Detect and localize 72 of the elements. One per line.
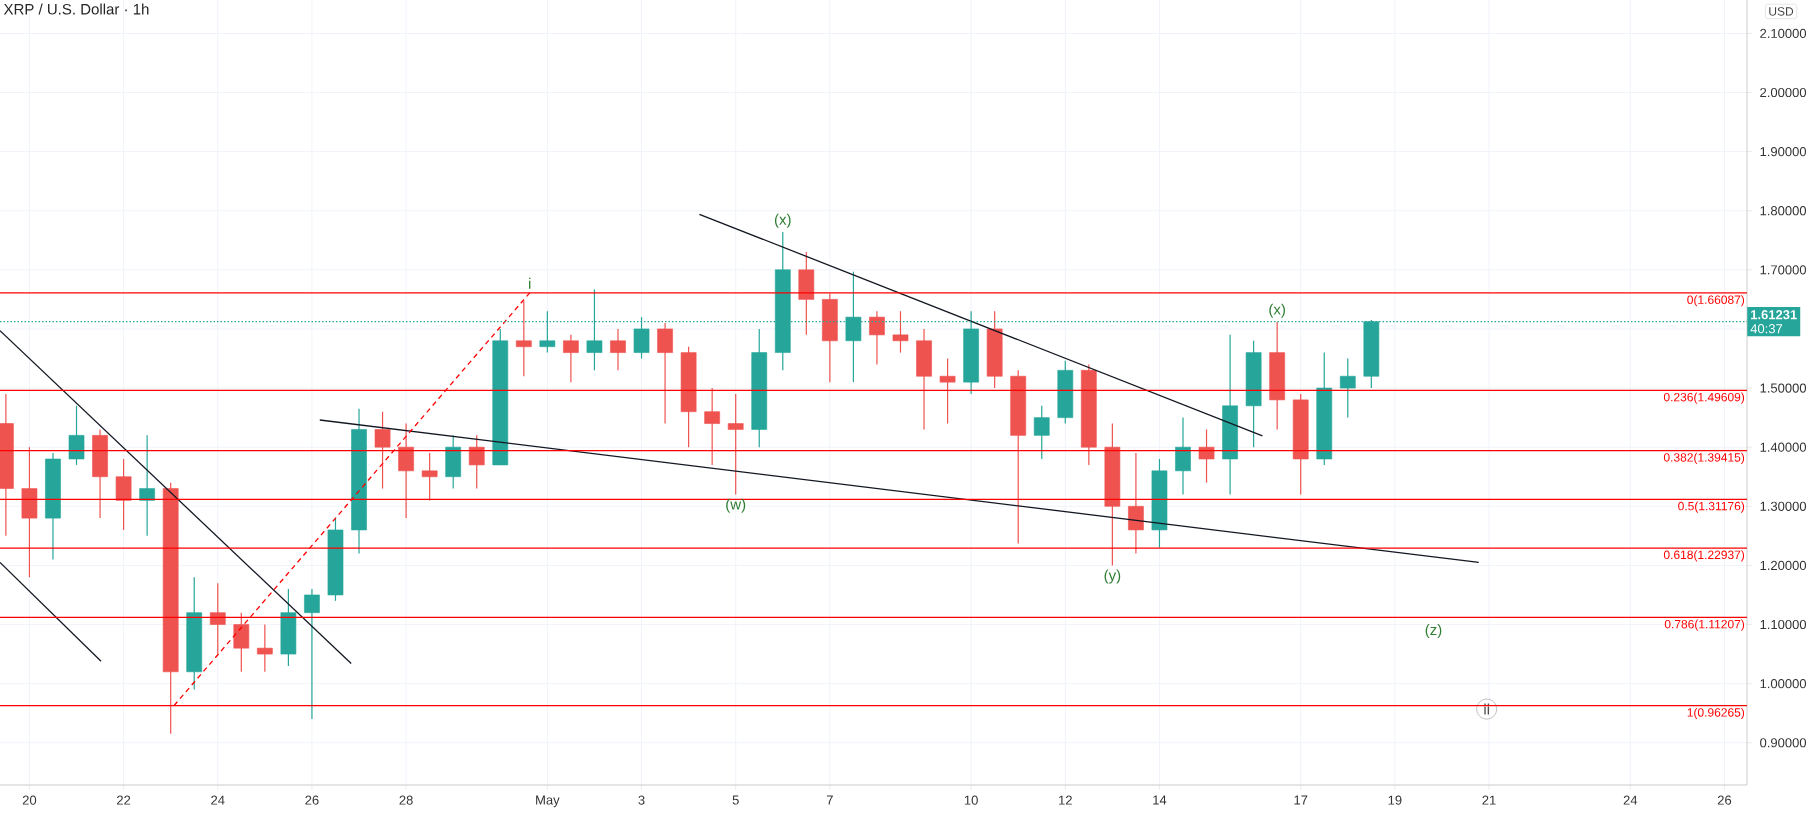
y-tick-label: 1.90000 [1760,147,1807,157]
candlestick [1175,417,1191,496]
y-tick-label: 0.90000 [1760,738,1807,748]
y-tick-label: 2.10000 [1760,28,1807,38]
x-tick-label: 26 [305,795,319,805]
annotation: ii [1484,703,1490,715]
annotation: (w) [726,498,746,513]
y-tick-label: 1.10000 [1760,619,1807,630]
y-tick-label: 1.80000 [1760,206,1807,216]
x-tick-label: 21 [1482,795,1496,805]
x-tick-label: 7 [826,795,833,805]
candlestick [468,434,485,490]
text: USD [1769,7,1794,16]
ref-line-label: 0.382(1.39415) [1663,452,1745,465]
candlestick [610,328,626,371]
annotation: (x) [1269,303,1285,318]
text: 40:37 [1750,324,1783,334]
ref-line-label: 0.786(1.11207) [1664,619,1745,631]
y-tick-label: 1.40000 [1760,442,1807,452]
x-tick-label: 28 [399,795,413,805]
candlestick [115,458,132,531]
candlestick [657,322,673,425]
annotation: i [529,277,531,289]
candlestick [1128,452,1144,555]
x-tick-label: 22 [117,795,131,805]
candlestick [1033,405,1050,460]
candlestick [398,422,414,519]
candlestick [374,411,391,490]
candlestick [421,452,438,501]
candlestick [139,434,155,537]
candlestick [704,387,720,466]
candlestick [209,582,226,655]
x-tick-label: 20 [22,795,37,805]
x-tick-label: 14 [1153,795,1167,805]
chart-title: XRP / U.S. Dollar · 1h [3,3,149,15]
x-tick-label: 24 [1623,795,1638,805]
ref-line-label: 0.618(1.22937) [1663,550,1745,562]
ref-line-label: 0.236(1.49609) [1663,392,1745,404]
candlestick [68,405,85,466]
candlestick [1339,357,1356,419]
x-tick-label: 17 [1294,795,1308,805]
y-tick-label: 1.20000 [1760,560,1807,570]
x-tick-label: May [536,795,560,808]
x-tick-label: 10 [964,795,978,805]
candlestick [892,310,909,354]
candlestick [1198,428,1215,484]
x-tick-label: 19 [1388,795,1402,805]
y-tick-label: 1.50000 [1760,383,1807,393]
candlestick [233,612,250,673]
x-tick-label: 26 [1717,795,1732,805]
x-tick-label: 5 [732,795,739,805]
annotation: (x) [774,213,791,228]
candlestick [515,300,532,377]
y-tick-label: 1.00000 [1760,679,1807,689]
x-tick-label: 3 [638,795,645,805]
ref-line-label: 0.5(1.31176) [1678,501,1745,513]
x-tick-label: 12 [1059,795,1072,805]
candlestick [304,588,320,720]
y-tick-label: 1.70000 [1760,265,1807,275]
x-tick-label: 24 [211,795,225,805]
candlestick [869,310,885,366]
y-tick-label: 2.00000 [1760,87,1807,98]
candlestick [727,393,744,496]
ref-line-label: 1.61231 [1751,310,1797,320]
ref-line-label: 0(1.66087) [1687,295,1745,307]
candlestick [563,334,579,383]
candlestick [257,623,273,673]
annotation: (z) [1425,624,1442,638]
ref-line-label: 1(0.96265) [1687,707,1745,720]
annotation: (y) [1104,569,1121,584]
y-tick-label: 1.30000 [1760,501,1807,511]
candlestick [939,357,956,425]
